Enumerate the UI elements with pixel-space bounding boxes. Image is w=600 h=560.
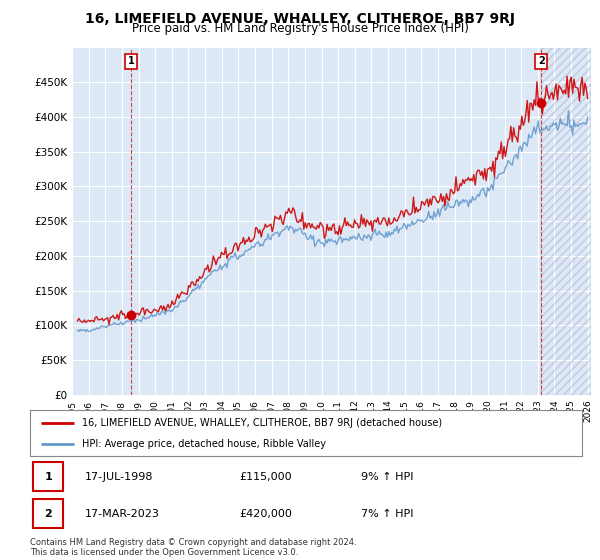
Text: 2: 2 [44, 508, 52, 519]
Text: 1: 1 [128, 57, 134, 66]
Bar [541, 48, 591, 395]
Text: 17-MAR-2023: 17-MAR-2023 [85, 508, 160, 519]
Text: Contains HM Land Registry data © Crown copyright and database right 2024.
This d: Contains HM Land Registry data © Crown c… [30, 538, 356, 557]
Text: 17-JUL-1998: 17-JUL-1998 [85, 472, 154, 482]
Text: 16, LIMEFIELD AVENUE, WHALLEY, CLITHEROE, BB7 9RJ: 16, LIMEFIELD AVENUE, WHALLEY, CLITHEROE… [85, 12, 515, 26]
FancyBboxPatch shape [33, 462, 63, 491]
Text: Price paid vs. HM Land Registry's House Price Index (HPI): Price paid vs. HM Land Registry's House … [131, 22, 469, 35]
Text: 2: 2 [538, 57, 545, 66]
Text: 7% ↑ HPI: 7% ↑ HPI [361, 508, 414, 519]
FancyBboxPatch shape [33, 499, 63, 528]
Text: £115,000: £115,000 [240, 472, 292, 482]
Text: 16, LIMEFIELD AVENUE, WHALLEY, CLITHEROE, BB7 9RJ (detached house): 16, LIMEFIELD AVENUE, WHALLEY, CLITHEROE… [82, 418, 443, 428]
Text: 1: 1 [44, 472, 52, 482]
Text: HPI: Average price, detached house, Ribble Valley: HPI: Average price, detached house, Ribb… [82, 439, 326, 449]
Text: £420,000: £420,000 [240, 508, 293, 519]
Text: 9% ↑ HPI: 9% ↑ HPI [361, 472, 414, 482]
